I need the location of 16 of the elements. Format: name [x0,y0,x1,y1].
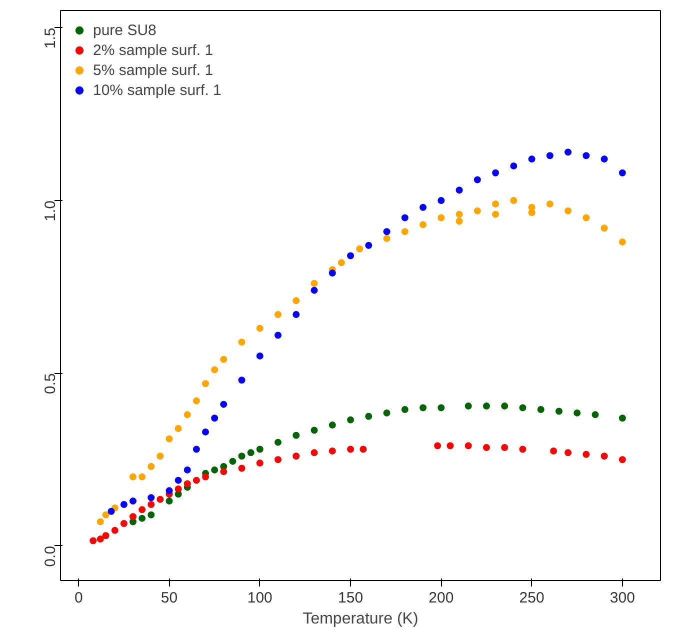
legend-label: 2% sample surf. 1 [93,41,214,59]
x-tick-label: 250 [519,590,544,606]
legend-label: pure SU8 [93,21,156,39]
y-tick-label: 1.5 [42,28,59,49]
x-tick-label: 50 [160,590,178,606]
y-tick-label: 0.5 [42,373,59,394]
x-tick-label: 100 [247,590,272,606]
legend-label: 5% sample surf. 1 [93,61,214,79]
x-tick-label: 0 [74,590,83,606]
y-tick-label: 0.0 [42,546,59,567]
x-tick-label: 150 [338,590,364,606]
legend-label: 10% sample surf. 1 [93,81,222,99]
x-axis-title: Temperature (K) [302,610,418,628]
x-tick-label: 300 [610,590,635,606]
y-tick-label: 1.0 [42,200,59,222]
x-tick-label: 200 [428,590,454,606]
